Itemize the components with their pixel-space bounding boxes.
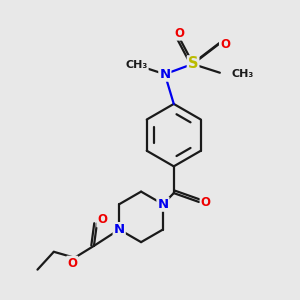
Text: N: N [158, 198, 169, 211]
Text: O: O [175, 27, 185, 40]
Text: S: S [188, 56, 198, 71]
Text: N: N [159, 68, 170, 81]
Text: N: N [114, 223, 125, 236]
Text: CH₃: CH₃ [125, 60, 148, 70]
Text: O: O [97, 214, 107, 226]
Text: O: O [201, 196, 211, 208]
Text: O: O [220, 38, 230, 51]
Text: O: O [67, 256, 77, 270]
Text: CH₃: CH₃ [231, 69, 254, 79]
